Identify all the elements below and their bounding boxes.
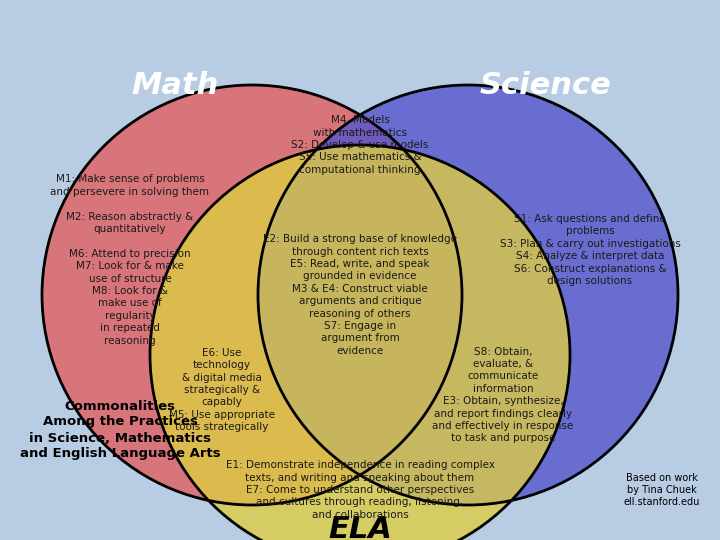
Ellipse shape: [42, 85, 462, 505]
Text: M1: Make sense of problems
and persevere in solving them

M2: Reason abstractly : M1: Make sense of problems and persevere…: [50, 174, 210, 346]
Text: E2: Build a strong base of knowledge
through content rich texts
E5: Read, write,: E2: Build a strong base of knowledge thr…: [263, 234, 457, 356]
Text: E1: Demonstrate independence in reading complex
texts, and writing and speaking : E1: Demonstrate independence in reading …: [225, 460, 495, 520]
Text: S8: Obtain,
evaluate, &
communicate
information
E3: Obtain, synthesize,
and repo: S8: Obtain, evaluate, & communicate info…: [433, 347, 574, 443]
Text: Math: Math: [131, 71, 219, 99]
Text: Commonalities
Among the Practices
in Science, Mathematics
and English Language A: Commonalities Among the Practices in Sci…: [20, 400, 220, 461]
Text: M4. Models
with mathematics
S2: Develop & use models
S5: Use mathematics &
compu: M4. Models with mathematics S2: Develop …: [292, 115, 428, 175]
Text: Science: Science: [479, 71, 611, 99]
Text: ELA: ELA: [328, 516, 392, 540]
Ellipse shape: [150, 145, 570, 540]
Ellipse shape: [258, 85, 678, 505]
Text: E6: Use
technology
& digital media
strategically &
capably
M5: Use appropriate
t: E6: Use technology & digital media strat…: [169, 348, 275, 432]
Text: Based on work
by Tina Chuek
ell.stanford.edu: Based on work by Tina Chuek ell.stanford…: [624, 472, 700, 508]
Text: S1: Ask questions and define
problems
S3: Plan & carry out investigations
S4: An: S1: Ask questions and define problems S3…: [500, 214, 680, 286]
